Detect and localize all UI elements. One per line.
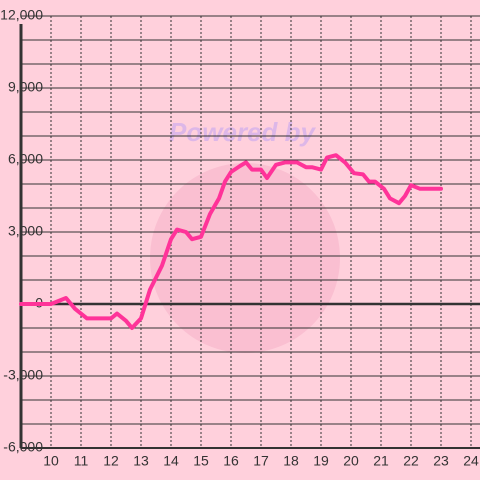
- x-tick-label: 21: [373, 453, 389, 469]
- y-tick-label: 6,000: [8, 151, 43, 167]
- x-tick-label: 22: [403, 453, 419, 469]
- x-tick-label: 12: [103, 453, 119, 469]
- x-tick-label: 14: [163, 453, 179, 469]
- watermark-image: [150, 163, 340, 353]
- data-line: [19, 153, 443, 330]
- x-tick-label: 20: [343, 453, 359, 469]
- x-tick-label: 13: [133, 453, 149, 469]
- x-tick-label: 17: [253, 453, 269, 469]
- x-tick-label: 16: [223, 453, 239, 469]
- y-tick-label: 3,000: [8, 223, 43, 239]
- x-tick-label: 15: [193, 453, 209, 469]
- x-tick-label: 19: [313, 453, 329, 469]
- y-tick-label: 12,000: [0, 7, 43, 23]
- watermark-text: Powered by: [169, 117, 316, 147]
- y-tick-label: -3,000: [3, 367, 43, 383]
- x-tick-label: 18: [283, 453, 299, 469]
- x-tick-label: 24: [463, 453, 479, 469]
- y-tick-label: 9,000: [8, 79, 43, 95]
- x-tick-label: 11: [74, 453, 89, 469]
- y-tick-label: -6,000: [3, 439, 43, 455]
- x-tick-label: 23: [433, 453, 449, 469]
- x-tick-label: 10: [43, 453, 59, 469]
